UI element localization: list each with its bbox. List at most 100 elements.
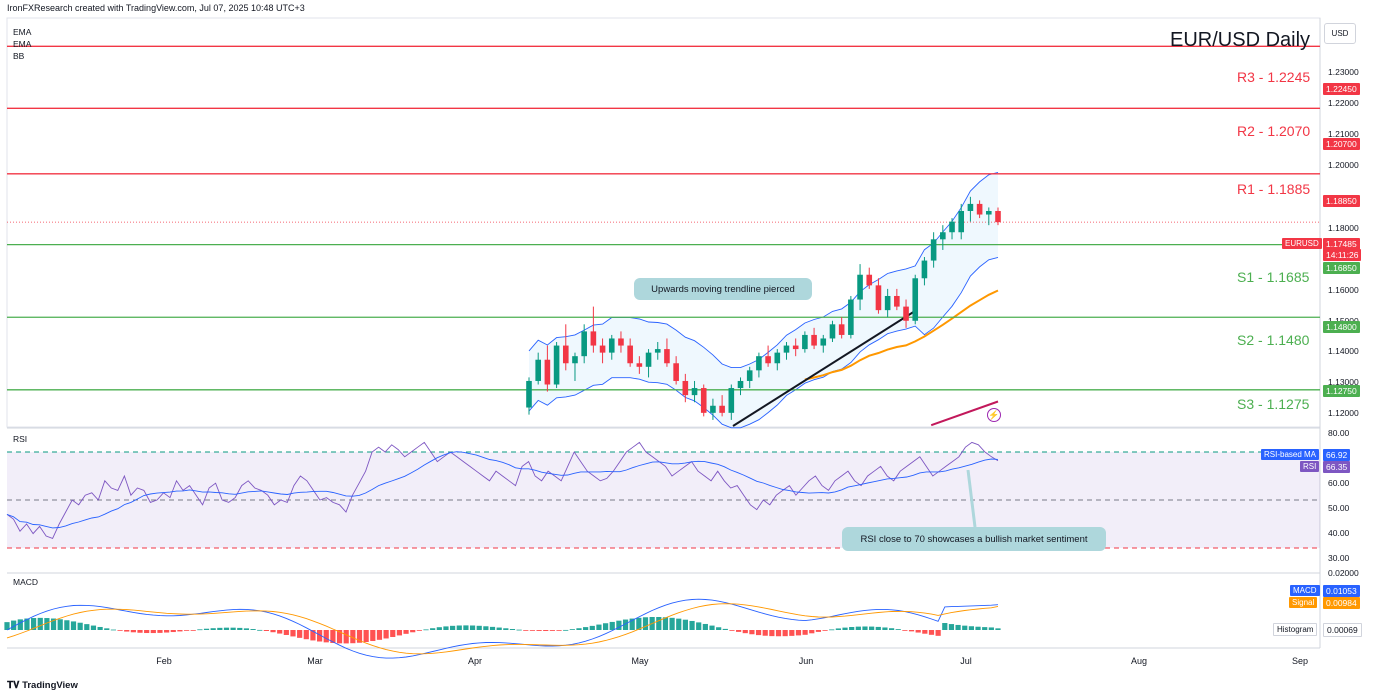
macd-histogram-bar bbox=[709, 625, 715, 630]
currency-button[interactable]: USD bbox=[1324, 23, 1356, 44]
rsi-ma-value: 66.92 bbox=[1323, 449, 1351, 461]
macd-histogram-bar bbox=[722, 628, 728, 630]
candle-body bbox=[783, 345, 790, 353]
candle-body bbox=[995, 210, 1001, 223]
macd-histogram-bar bbox=[137, 630, 143, 633]
candle-body bbox=[673, 363, 679, 381]
tradingview-logo[interactable]: 𝐓𝐕 TradingView bbox=[7, 680, 78, 691]
rsi-pane-title: RSI bbox=[13, 434, 28, 444]
macd-histogram-bar bbox=[842, 627, 848, 630]
candle-body bbox=[535, 359, 541, 381]
replay-icon[interactable]: ⚡ bbox=[987, 408, 1001, 422]
candle-body bbox=[986, 210, 992, 215]
macd-histogram-bar bbox=[762, 630, 768, 636]
x-tick-label: Jun bbox=[798, 656, 814, 666]
macd-histogram-bar bbox=[882, 627, 888, 630]
candle-body bbox=[967, 203, 974, 211]
candle-body bbox=[903, 306, 909, 321]
x-tick-label: Feb bbox=[156, 656, 172, 666]
rsi-annotation-pointer bbox=[966, 469, 977, 528]
candle-body bbox=[857, 274, 863, 300]
macd-histogram-bar bbox=[602, 623, 609, 630]
macd-histogram-bar bbox=[124, 630, 130, 632]
macd-histogram-bar bbox=[529, 630, 536, 631]
macd-histogram-bar bbox=[962, 625, 968, 630]
signal-value: 0.00984 bbox=[1323, 597, 1360, 609]
macd-histogram-bar bbox=[576, 628, 582, 630]
candle-body bbox=[746, 370, 753, 381]
candle-body bbox=[581, 331, 587, 357]
candle-body bbox=[627, 345, 633, 364]
macd-histogram-bar bbox=[935, 630, 941, 636]
price-tick: 1.21000 bbox=[1328, 129, 1359, 139]
rsi-annotation: RSI close to 70 showcases a bullish mark… bbox=[842, 527, 1106, 551]
price-tick: 1.12000 bbox=[1328, 408, 1359, 418]
macd-histogram-bar bbox=[616, 620, 622, 630]
level-label-r3: R3 - 1.2245 bbox=[1237, 69, 1311, 85]
rsi-tick: 50.00 bbox=[1328, 503, 1350, 513]
candle-body bbox=[912, 278, 919, 321]
macd-histogram-bar bbox=[696, 622, 702, 630]
level-label-r1: R1 - 1.1885 bbox=[1237, 181, 1311, 197]
bb-upper-line bbox=[528, 171, 999, 369]
level-tag-s1: 1.16850 bbox=[1323, 262, 1360, 274]
macd-histogram-bar bbox=[210, 628, 216, 630]
macd-histogram-bar bbox=[177, 630, 183, 632]
signal-label: Signal bbox=[1289, 597, 1318, 608]
macd-histogram-bar bbox=[556, 630, 562, 631]
macd-histogram-bar bbox=[875, 626, 881, 630]
macd-histogram-bar bbox=[656, 616, 662, 630]
candle-body bbox=[884, 295, 891, 311]
candle-body bbox=[774, 352, 781, 364]
indicator-ema-2[interactable]: EMA bbox=[13, 39, 32, 49]
candle-body bbox=[700, 388, 707, 413]
ema-fast-line bbox=[804, 289, 999, 381]
macd-histogram-bar bbox=[217, 627, 223, 630]
candle-body bbox=[820, 338, 827, 346]
macd-histogram-bar bbox=[729, 630, 735, 631]
macd-histogram-bar bbox=[755, 630, 762, 636]
indicator-ema-1[interactable]: EMA bbox=[13, 27, 32, 37]
macd-value: 0.01053 bbox=[1323, 585, 1360, 597]
macd-histogram-bar bbox=[117, 630, 123, 631]
x-tick-label: Apr bbox=[467, 656, 483, 666]
macd-pane-title: MACD bbox=[13, 577, 39, 587]
candle-body bbox=[654, 349, 661, 353]
macd-histogram-bar bbox=[430, 628, 436, 630]
macd-histogram-bar bbox=[170, 630, 176, 633]
macd-histogram-bar bbox=[908, 630, 915, 632]
macd-histogram-bar bbox=[443, 626, 449, 630]
macd-histogram-bar bbox=[230, 627, 236, 630]
countdown-tag: 14:11:26 bbox=[1323, 249, 1362, 261]
bb-lower-line bbox=[528, 256, 999, 429]
macd-histogram-bar bbox=[888, 628, 895, 630]
candle-body bbox=[792, 345, 799, 350]
rsi-tick: 80.00 bbox=[1328, 428, 1350, 438]
macd-histogram-bar bbox=[596, 624, 602, 630]
price-tick: 1.23000 bbox=[1328, 67, 1359, 77]
rsi-tick: 30.00 bbox=[1328, 553, 1350, 563]
macd-histogram-bar bbox=[902, 630, 908, 631]
macd-histogram-bar bbox=[37, 617, 43, 630]
candle-body bbox=[719, 405, 725, 413]
candle-body bbox=[756, 356, 762, 371]
macd-histogram-bar bbox=[662, 617, 669, 630]
macd-histogram-bar bbox=[483, 626, 489, 630]
macd-histogram-bar bbox=[809, 630, 815, 634]
price-tick: 1.14000 bbox=[1328, 346, 1359, 356]
rsi-tick: 60.00 bbox=[1328, 478, 1350, 488]
macd-histogram-bar bbox=[290, 630, 296, 637]
candle-body bbox=[728, 388, 735, 413]
macd-histogram-bar bbox=[968, 626, 974, 630]
macd-histogram-bar bbox=[676, 618, 682, 630]
candle-body bbox=[921, 260, 928, 279]
level-label-s2: S2 - 1.1480 bbox=[1237, 332, 1310, 348]
candle-body bbox=[894, 295, 900, 307]
macd-histogram-bar bbox=[895, 629, 901, 630]
indicator-bb[interactable]: BB bbox=[13, 51, 25, 61]
macd-histogram-bar bbox=[11, 620, 17, 630]
price-tick: 1.13000 bbox=[1328, 377, 1359, 387]
macd-histogram-bar bbox=[815, 630, 822, 632]
macd-histogram-bar bbox=[376, 630, 383, 640]
